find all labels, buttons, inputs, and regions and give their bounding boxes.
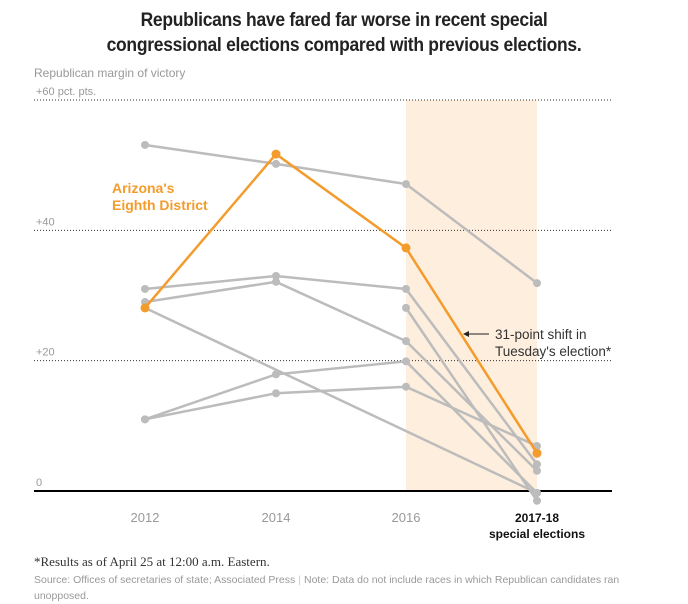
y-tick-label: +60 pct. pts. (36, 86, 96, 98)
source-note: Source: Offices of secretaries of state;… (34, 572, 634, 604)
data-point (272, 370, 280, 379)
x-tick-label: 2016 (392, 510, 421, 525)
chart-title: Republicans have fared far worse in rece… (28, 8, 661, 58)
series (141, 271, 541, 469)
source-text: Source: Offices of secretaries of state;… (34, 574, 296, 586)
data-point (402, 284, 410, 293)
data-point (272, 159, 280, 168)
y-tick-label: 0 (36, 477, 42, 489)
data-point (140, 303, 150, 313)
annotation-shift: 31-point shift in (495, 327, 587, 342)
data-point (532, 448, 542, 458)
data-point (271, 149, 281, 159)
data-point (141, 140, 149, 149)
x-tick-label: 2014 (262, 510, 291, 525)
data-point (533, 496, 541, 505)
title-line-1: Republicans have fared far worse in rece… (140, 10, 548, 31)
x-tick-label: 2012 (131, 510, 160, 525)
series-line (144, 360, 538, 494)
series (402, 303, 541, 505)
series (141, 140, 541, 288)
data-point (141, 415, 149, 424)
data-point (402, 337, 410, 346)
series-line (144, 306, 538, 495)
x-tick-label: 2017-18 (515, 511, 559, 525)
series-line (144, 152, 539, 454)
series-line (404, 307, 539, 502)
data-point (533, 466, 541, 475)
annotation-arizona: Eighth District (112, 197, 208, 213)
note-text: Note: Data do not include races in which… (34, 574, 620, 602)
data-point (402, 357, 410, 366)
data-point (402, 382, 410, 391)
data-point (141, 284, 149, 293)
highlight-band (406, 100, 537, 491)
data-point (272, 277, 280, 286)
separator: | (298, 574, 301, 586)
title-line-2: congressional elections compared with pr… (106, 35, 582, 56)
y-axis-label: Republican margin of victory (34, 66, 186, 80)
data-point (402, 303, 410, 312)
series-highlight (140, 149, 542, 458)
data-point (401, 243, 411, 253)
data-point (402, 180, 410, 189)
series-line (144, 143, 538, 285)
data-point (272, 389, 280, 398)
y-tick-label: +40 (36, 216, 55, 228)
series-line (144, 385, 538, 448)
data-point (533, 488, 541, 497)
annotation-arizona: Arizona's (112, 180, 175, 196)
series-line (144, 274, 539, 466)
series (141, 382, 541, 451)
annotation-shift: Tuesday's election* (495, 344, 612, 359)
data-point (272, 271, 280, 280)
footnote: *Results as of April 25 at 12:00 a.m. Ea… (34, 554, 270, 569)
x-tick-label: special elections (489, 527, 585, 541)
arrowhead-icon (463, 331, 469, 337)
data-point (533, 460, 541, 469)
data-point (533, 279, 541, 288)
y-tick-label: +20 (36, 347, 55, 359)
